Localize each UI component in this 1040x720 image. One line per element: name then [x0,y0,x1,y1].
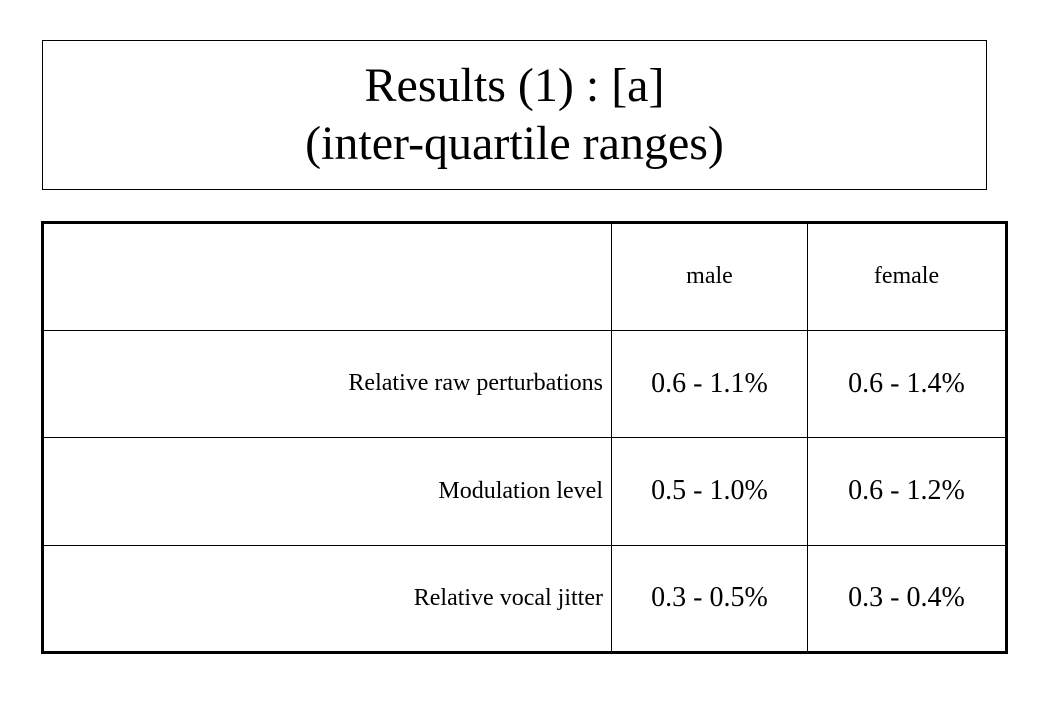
male-value: 0.5 - 1.0% [611,437,808,546]
slide-title-line-2: (inter-quartile ranges) [305,117,724,170]
male-value: 0.6 - 1.1% [611,329,808,438]
header-cell-female: female [807,222,1007,331]
female-value: 0.6 - 1.4% [807,329,1007,438]
row-label: Relative vocal jitter [42,544,612,653]
table-header-row: male female [42,222,1007,331]
row-label: Relative raw perturbations [42,329,612,438]
female-value: 0.3 - 0.4% [807,544,1007,653]
results-table: male female Relative raw perturbations 0… [41,221,1008,654]
header-cell-male: male [611,222,808,331]
table-row: Relative vocal jitter 0.3 - 0.5% 0.3 - 0… [42,544,1007,653]
slide-title-line-1: Results (1) : [a] [364,59,665,112]
row-label: Modulation level [42,437,612,546]
table-row: Relative raw perturbations 0.6 - 1.1% 0.… [42,329,1007,438]
female-value: 0.6 - 1.2% [807,437,1007,546]
male-value: 0.3 - 0.5% [611,544,808,653]
table-row: Modulation level 0.5 - 1.0% 0.6 - 1.2% [42,437,1007,546]
header-cell-empty [42,222,612,331]
slide-title-box: Results (1) : [a] (inter-quartile ranges… [42,40,987,190]
